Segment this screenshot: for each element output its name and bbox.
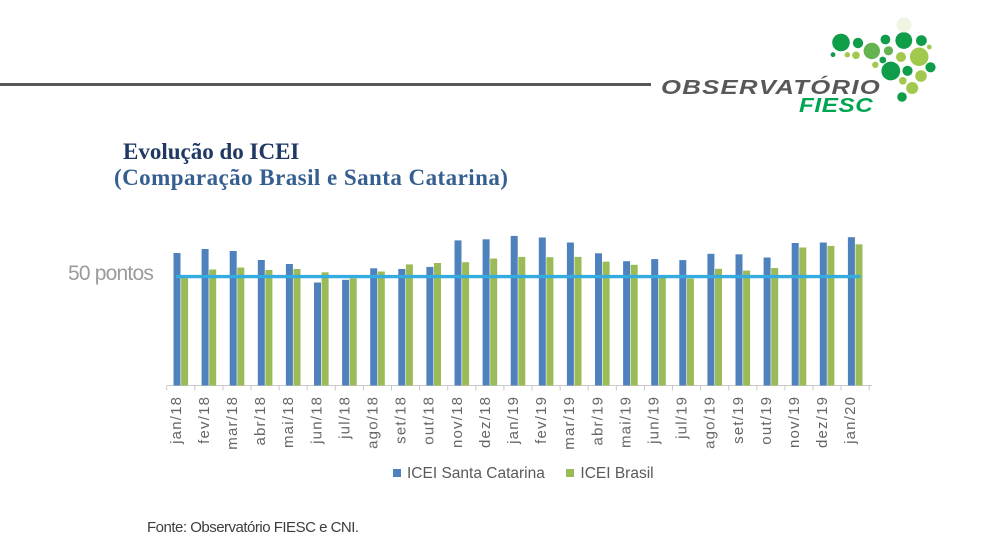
svg-text:dez/19: dez/19 [814, 396, 831, 448]
svg-text:jul/19: jul/19 [674, 396, 691, 440]
svg-text:set/18: set/18 [393, 396, 410, 444]
svg-text:jun/19: jun/19 [646, 396, 663, 445]
svg-text:jan/18: jan/18 [168, 396, 185, 445]
svg-text:mai/19: mai/19 [617, 396, 634, 448]
svg-text:out/18: out/18 [421, 396, 438, 445]
svg-text:dez/18: dez/18 [477, 396, 494, 448]
svg-text:fev/18: fev/18 [196, 396, 213, 444]
svg-text:abr/18: abr/18 [252, 396, 269, 446]
svg-text:mai/18: mai/18 [280, 396, 297, 448]
svg-text:ago/18: ago/18 [365, 396, 382, 449]
svg-text:jun/18: jun/18 [308, 396, 325, 445]
svg-text:mar/18: mar/18 [224, 396, 241, 450]
svg-text:jan/19: jan/19 [505, 396, 522, 445]
svg-text:out/19: out/19 [758, 396, 775, 445]
svg-text:jul/18: jul/18 [336, 396, 353, 440]
svg-text:ago/19: ago/19 [702, 396, 719, 449]
svg-text:set/19: set/19 [730, 396, 747, 444]
svg-text:mar/19: mar/19 [561, 396, 578, 450]
svg-text:abr/19: abr/19 [589, 396, 606, 446]
svg-text:fev/19: fev/19 [533, 396, 550, 444]
svg-text:jan/20: jan/20 [842, 396, 859, 445]
svg-text:nov/19: nov/19 [786, 396, 803, 448]
svg-text:nov/18: nov/18 [449, 396, 466, 448]
